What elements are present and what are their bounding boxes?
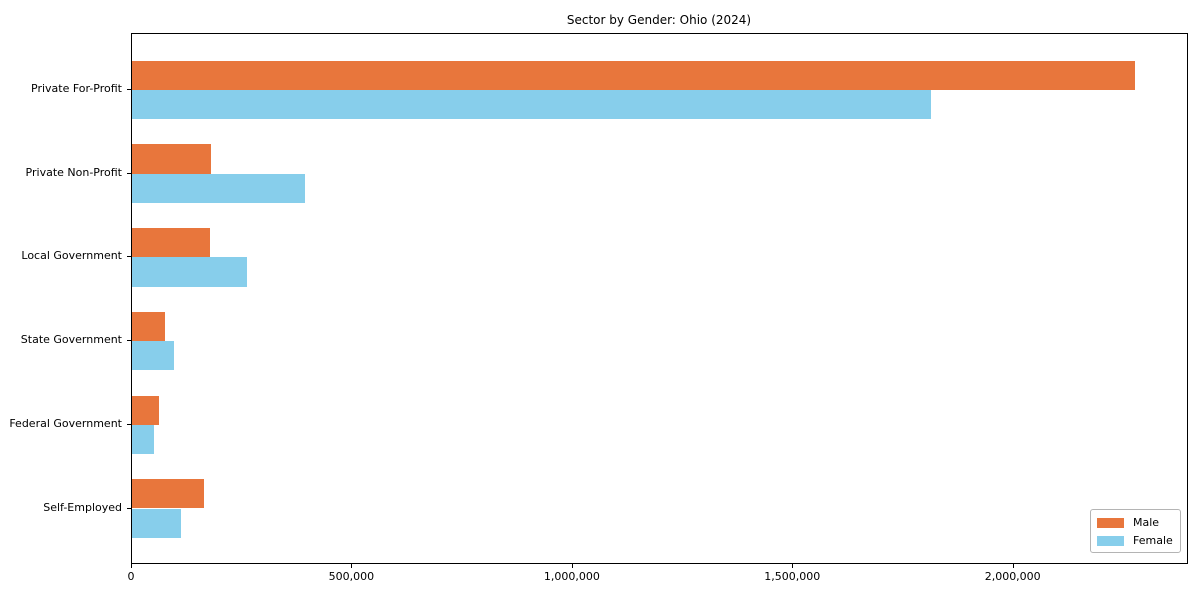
x-tick-mark [131, 564, 132, 568]
legend-row-male: Male [1097, 515, 1174, 530]
y-tick-mark [127, 89, 131, 90]
bar-male-0 [132, 60, 1135, 90]
x-tick-label: 1,000,000 [543, 570, 600, 583]
bar-female-2 [132, 257, 248, 287]
y-tick-label: Private For-Profit [31, 82, 122, 95]
y-tick-label: Local Government [21, 249, 122, 263]
bar-male-3 [132, 311, 166, 342]
bar-female-0 [132, 90, 931, 120]
y-tick-mark [127, 423, 131, 425]
y-tick-mark [127, 172, 131, 174]
legend: Male Female [1090, 509, 1181, 553]
legend-label-male: Male [1133, 516, 1160, 529]
chart-title: Sector by Gender: Ohio (2024) [566, 13, 752, 27]
y-tick-mark [127, 340, 131, 342]
legend-swatch-female [1097, 535, 1124, 546]
legend-swatch-male [1097, 517, 1124, 528]
x-tick-mark [1012, 564, 1014, 568]
bar-female-4 [132, 424, 154, 455]
bar-male-2 [132, 228, 210, 258]
x-tick-label: 1,500,000 [764, 570, 821, 583]
plot-area [131, 33, 1188, 564]
legend-row-female: Female [1097, 533, 1174, 548]
y-tick-label: Self-Employed [43, 500, 122, 514]
x-tick-label: 2,000,000 [984, 570, 1041, 583]
x-tick-mark [351, 564, 353, 568]
x-tick-mark [571, 564, 573, 568]
bar-female-5 [132, 508, 181, 538]
x-tick-label: 500,000 [328, 570, 375, 583]
y-tick-label: Private Non-Profit [25, 165, 122, 179]
y-tick-label: State Government [20, 333, 122, 347]
bar-female-1 [132, 173, 305, 203]
bar-female-3 [132, 341, 174, 371]
bar-male-1 [132, 144, 212, 174]
x-tick-label: 0 [127, 570, 135, 583]
y-tick-label: Federal Government [9, 416, 122, 430]
legend-label-female: Female [1133, 534, 1173, 547]
bar-male-4 [132, 395, 160, 425]
bar-male-5 [132, 479, 205, 509]
y-tick-mark [127, 507, 131, 509]
y-tick-mark [127, 256, 131, 258]
x-tick-mark [792, 564, 794, 568]
